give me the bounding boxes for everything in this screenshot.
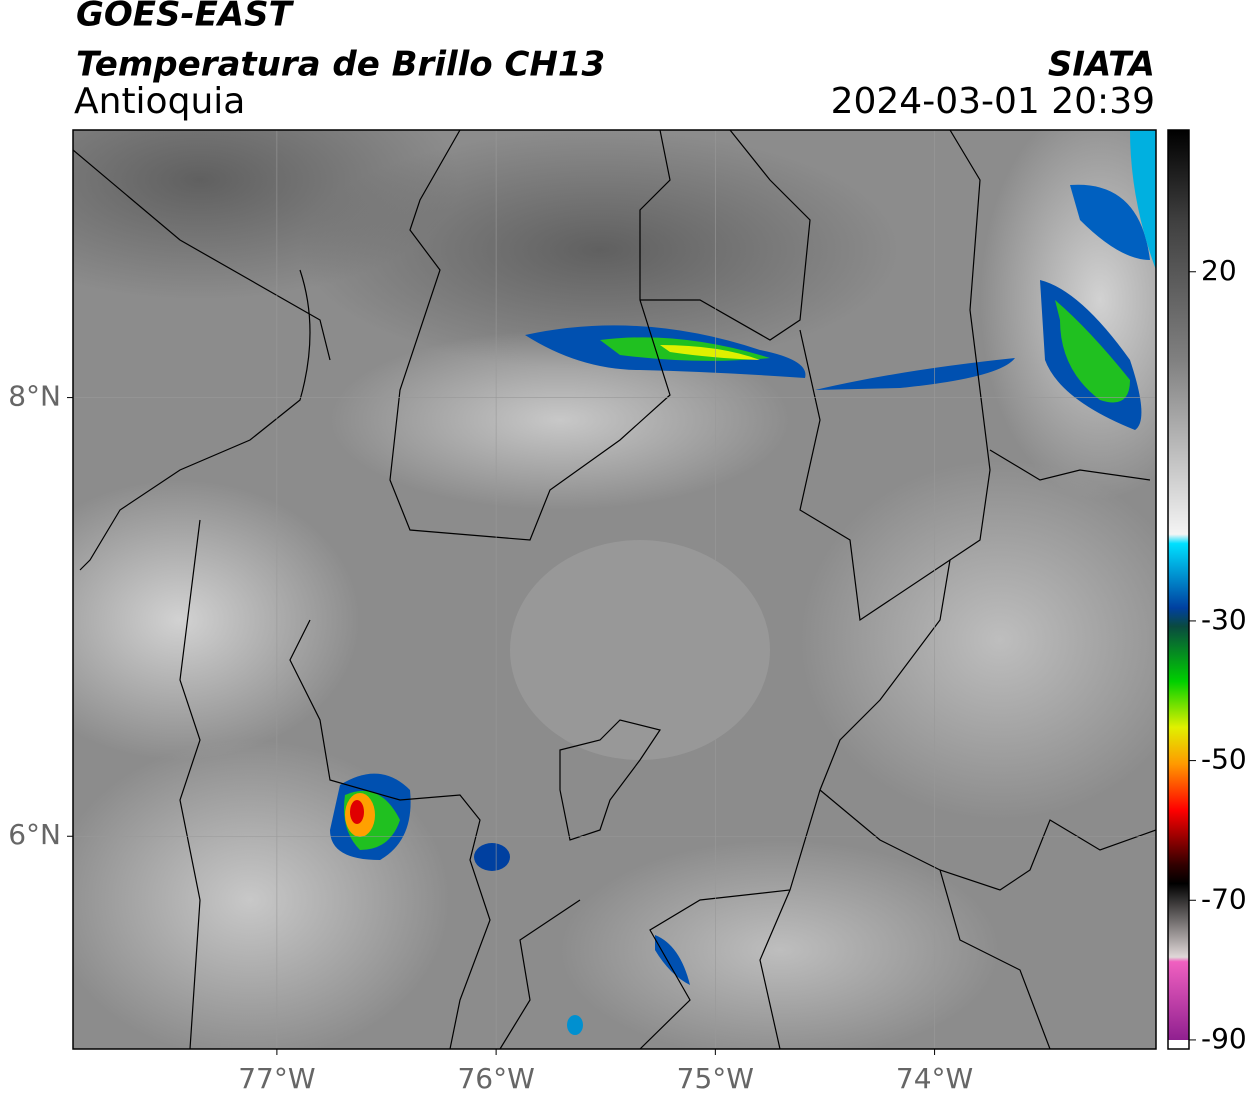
colorbar [1167, 129, 1190, 1050]
x-tick-label: 76°W [457, 1062, 534, 1095]
x-tick-label: 74°W [896, 1062, 973, 1095]
colorbar-label: -30 [1201, 603, 1247, 636]
source: SIATA [1048, 45, 1155, 85]
colorbar-label: -90 [1201, 1022, 1247, 1055]
subtitle: Temperatura de Brillo CH13 [76, 45, 605, 85]
colorbar-label: -70 [1201, 882, 1247, 915]
x-tick-label: 77°W [238, 1062, 315, 1095]
colorbar-label: 20 [1201, 254, 1237, 287]
map-frame [72, 129, 1157, 1050]
title: GOES-EAST [76, 0, 295, 35]
y-tick-label: 6°N [8, 818, 61, 851]
x-tick-label: 75°W [677, 1062, 754, 1095]
timestamp: 2024-03-01 20:39 [831, 81, 1155, 122]
satellite-image [73, 130, 1156, 1049]
colorbar-label: -50 [1201, 743, 1247, 776]
region: Antioquia [74, 81, 245, 122]
y-tick-label: 8°N [8, 380, 61, 413]
